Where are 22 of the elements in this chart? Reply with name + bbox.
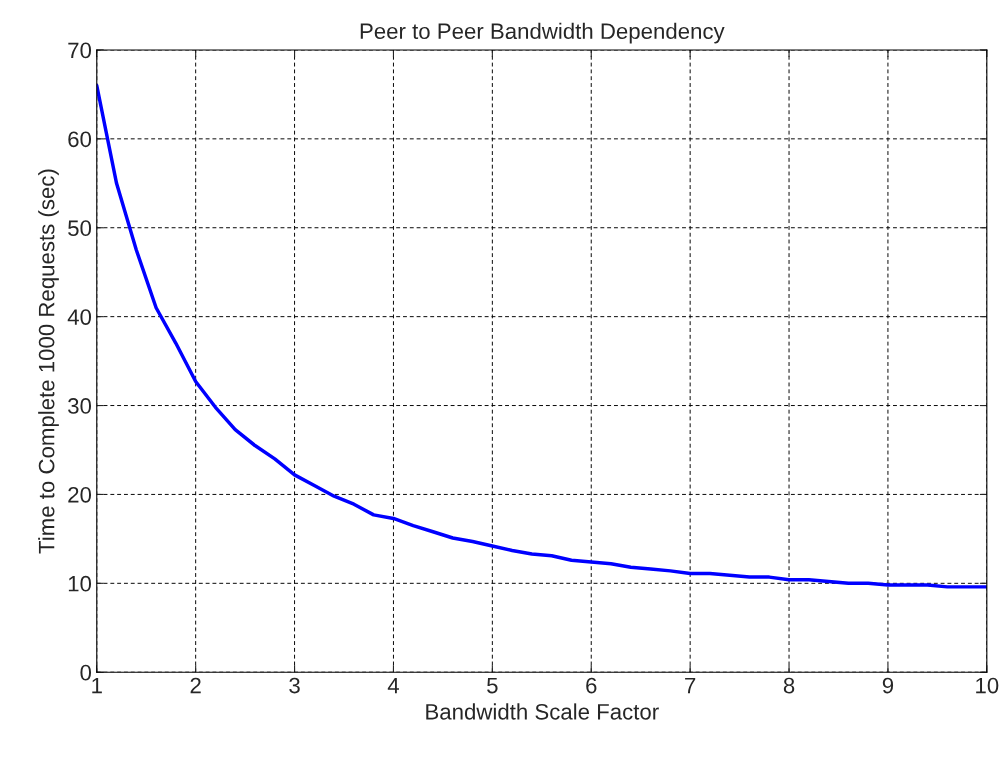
x-tick-label: 10 (976, 677, 999, 694)
y-tick-label: 20 (68, 486, 92, 503)
y-tick-label: 40 (67, 309, 92, 325)
x-tick-label: 9 (882, 677, 894, 694)
chart-title: Peer to Peer Bandwidth Dependency (360, 22, 725, 44)
line-series (96, 83, 987, 589)
x-tick-label: 1 (92, 677, 102, 694)
x-tick-label: 6 (586, 677, 597, 694)
y-tick-label: 70 (68, 42, 92, 59)
x-tick-label: 7 (685, 677, 696, 694)
x-tick-label: 2 (190, 677, 201, 694)
x-tick-label: 8 (783, 677, 795, 694)
y-tick-label: 30 (68, 398, 92, 414)
y-tick-label: 0 (80, 664, 92, 681)
x-tick-label: 5 (487, 677, 498, 694)
x-tick-label: 4 (387, 677, 399, 694)
y-tick-label: 10 (68, 575, 92, 592)
y-tick-label: 50 (68, 220, 92, 237)
x-tick-label: 3 (289, 677, 300, 694)
x-axis-title: Bandwidth Scale Factor (426, 703, 659, 720)
y-tick-label: 60 (68, 131, 92, 148)
y-axis-title: Time to Complete 1000 Requests (sec) (38, 169, 59, 554)
